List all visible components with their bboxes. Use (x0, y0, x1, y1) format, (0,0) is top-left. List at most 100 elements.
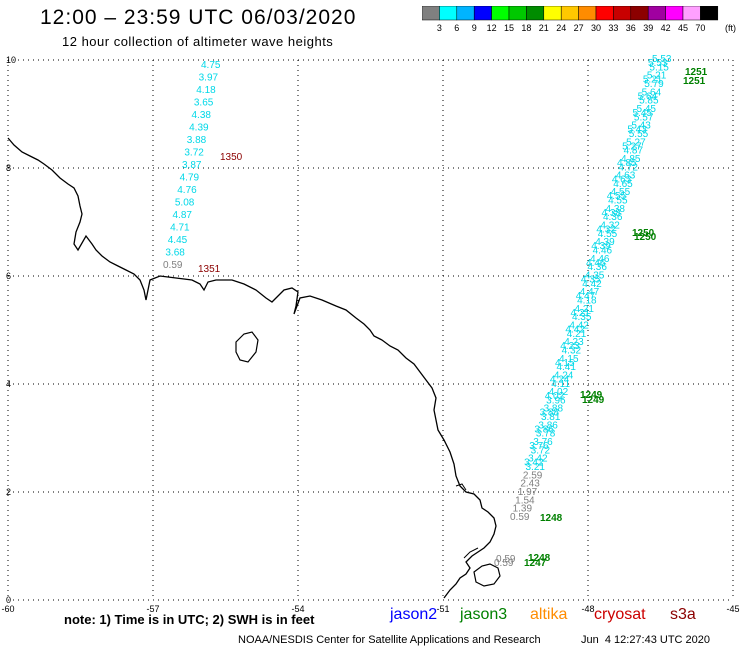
wave-height-label: 3.72 (531, 445, 551, 456)
scale-label: 30 (591, 23, 601, 33)
wave-height-label: 3.88 (540, 408, 560, 419)
chart-title: 12:00 – 23:59 UTC 06/03/2020 (40, 6, 357, 29)
wave-height-label: 5.53 (648, 58, 668, 69)
wave-height-label: 0.59 (510, 512, 530, 523)
wave-height-label: 0.59 (163, 260, 183, 271)
wave-height-label: 5.27 (622, 141, 642, 152)
wave-height-label: 3.87 (182, 160, 202, 171)
river-island (235, 331, 259, 363)
wave-height-label: 4.47 (576, 291, 596, 302)
wave-height-label: 3.76 (533, 437, 553, 448)
scale-label: 33 (608, 23, 618, 33)
wave-height-label: 4.87 (173, 210, 193, 221)
wave-height-label: 3.76 (529, 441, 549, 452)
wave-height-label: 4.65 (613, 179, 633, 190)
axis-labels: -60 -57 -54 -51 -48 -45 0 2 4 6 8 10 (1, 55, 739, 614)
wave-height-label: 4.24 (550, 374, 570, 385)
scale-label: 45 (678, 23, 688, 33)
scale-swatch (439, 6, 458, 21)
lat-tick-label: 4 (6, 379, 11, 389)
lon-tick-label: -48 (581, 604, 594, 614)
wave-height-label: 4.39 (189, 123, 209, 134)
wave-height-label: 4.24 (554, 370, 574, 381)
scale-label: 18 (521, 23, 531, 33)
lat-tick-label: 10 (6, 55, 16, 65)
scale-swatch (526, 6, 545, 21)
note-text: note: 1) Time is in UTC; 2) SWH is in fe… (64, 612, 315, 627)
footer-credit: NOAA/NESDIS Center for Satellite Applica… (238, 634, 541, 646)
track-time-label: 1251 (683, 76, 706, 87)
scale-swatch (682, 6, 701, 21)
wave-height-label: 4.23 (560, 341, 580, 352)
wave-height-label: 4.18 (196, 85, 216, 96)
scale-label: 27 (574, 23, 584, 33)
scale-label: 39 (643, 23, 653, 33)
wave-height-label: 5.64 (638, 91, 658, 102)
wave-height-label: 3.88 (544, 404, 564, 415)
wave-height-label: 4.32 (562, 345, 582, 356)
wave-height-label: 5.21 (643, 75, 663, 86)
lat-tick-label: 8 (6, 163, 11, 173)
wave-height-label: 4.46 (590, 254, 610, 265)
wave-height-label: 2.43 (520, 479, 540, 490)
scale-swatch (508, 6, 527, 21)
legend-s3a: s3a (670, 606, 696, 623)
wave-height-label: 4.35 (572, 312, 592, 323)
wave-height-label: 4.55 (608, 196, 628, 207)
wave-height-label: 4.02 (545, 391, 565, 402)
scale-swatch (665, 6, 684, 21)
scale-swatch (456, 6, 475, 21)
scale-swatch (630, 6, 649, 21)
wave-height-label: 0.59 (496, 554, 516, 565)
wave-height-label: 5.43 (631, 121, 651, 132)
legend-jason3: jason3 (460, 606, 508, 623)
wave-height-label: 5.43 (627, 125, 647, 136)
scale-swatch (560, 6, 579, 21)
wave-height-label: 4.23 (564, 337, 584, 348)
scale-unit: (ft) (725, 23, 736, 33)
wave-height-label: 4.85 (617, 158, 637, 169)
scale-swatch (700, 6, 719, 21)
wave-height-label: 4.21 (575, 304, 595, 315)
wave-height-label: 3.81 (541, 412, 561, 423)
wave-height-label: 5.45 (637, 104, 657, 115)
track-time-label: 1247 (524, 558, 547, 569)
wave-height-label: 4.38 (192, 110, 212, 121)
scale-label: 70 (695, 23, 705, 33)
wave-height-label: 4.39 (591, 241, 611, 252)
wave-height-label: 4.63 (612, 175, 632, 186)
wave-height-label: 4.21 (567, 329, 587, 340)
wave-height-label: 3.86 (538, 420, 558, 431)
wave-height-label: 4.85 (621, 154, 641, 165)
wave-height-label: 3.72 (184, 148, 204, 159)
scale-label: 24 (556, 23, 566, 33)
wave-height-label: 4.63 (616, 171, 636, 182)
wave-height-label: 4.35 (585, 271, 605, 282)
track-time-label: 1250 (632, 228, 655, 239)
coastline (7, 137, 497, 599)
wave-height-label: 4.32 (596, 225, 616, 236)
marajo-island (473, 563, 501, 587)
wave-height-label: 4.21 (571, 308, 591, 319)
legend-jason2: jason2 (390, 606, 438, 623)
track-time-label: 1248 (540, 513, 563, 524)
wave-height-label: 4.41 (556, 362, 576, 373)
wave-height-label: 3.42 (528, 454, 548, 465)
track-time-label: 1350 (220, 152, 243, 163)
wave-height-label: 4.75 (201, 60, 221, 71)
wave-height-label: 4.87 (624, 146, 644, 157)
wave-height-label: 4.38 (606, 204, 626, 215)
wave-height-label: 2.59 (523, 470, 543, 481)
wave-height-label: 4.46 (593, 246, 613, 257)
chart-subtitle: 12 hour collection of altimeter wave hei… (62, 34, 334, 49)
scale-label: 21 (539, 23, 549, 33)
wave-height-label: 4.11 (551, 379, 570, 390)
track-time-label: 1250 (634, 232, 657, 243)
wave-height-label: 4.46 (586, 258, 606, 269)
track-time-label: 1351 (198, 264, 221, 275)
scale-swatch (647, 6, 666, 21)
lat-tick-label: 6 (6, 271, 11, 281)
lat-lon-grid (7, 59, 734, 601)
lat-tick-label: 2 (6, 487, 11, 497)
wave-height-label: 0.59 (494, 558, 514, 569)
